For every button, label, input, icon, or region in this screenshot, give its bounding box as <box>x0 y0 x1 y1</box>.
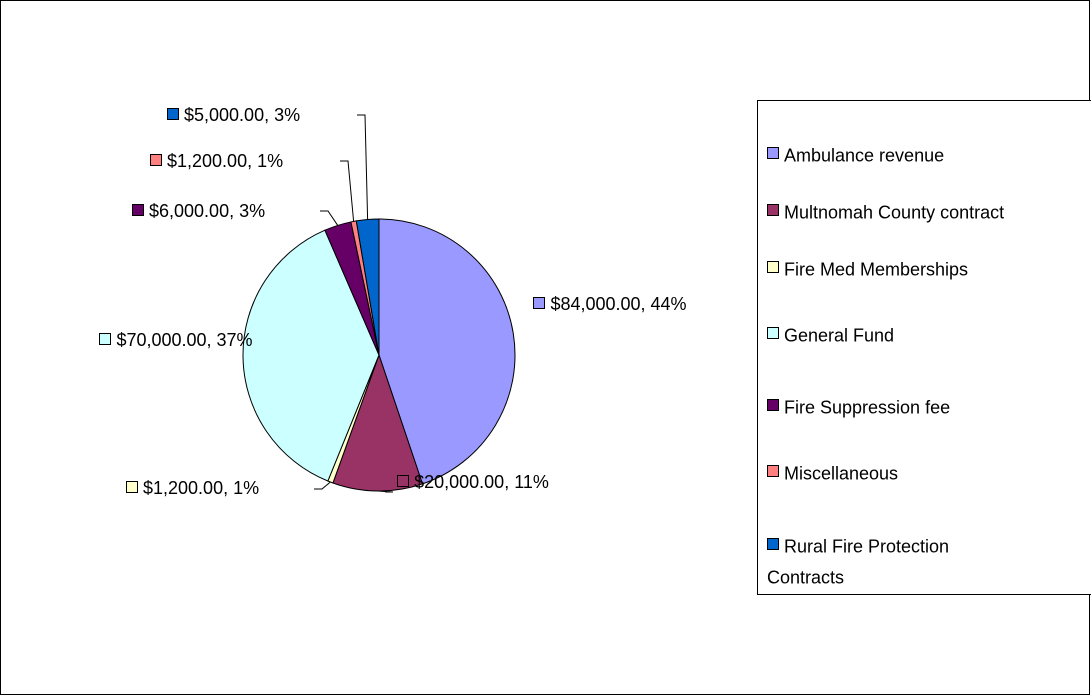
swatch <box>767 147 779 159</box>
legend-label: Multnomah County contract <box>784 202 1005 223</box>
swatch <box>132 204 144 216</box>
swatch <box>767 399 779 411</box>
swatch <box>767 538 779 550</box>
swatch <box>767 204 779 216</box>
data-label: $84,000.00, 44% <box>520 288 700 320</box>
data-label-text: $5,000.00, 3% <box>184 105 301 125</box>
legend-label: Fire Suppression fee <box>784 397 951 418</box>
pie-slice <box>242 229 380 482</box>
data-label: $1,200.00, 1% <box>150 145 283 177</box>
legend-label: Ambulance revenue <box>784 145 945 166</box>
data-label-text: $70,000.00, 37% <box>116 330 253 350</box>
legend-entry: General Fund <box>767 319 1087 350</box>
legend-label: Rural Fire Protection Contracts <box>767 536 950 588</box>
leader-line <box>320 210 339 226</box>
swatch <box>126 481 138 493</box>
legend-entry: Multnomah County contract <box>767 196 1087 227</box>
data-label-text: $1,200.00, 1% <box>143 478 260 498</box>
data-label: $6,000.00, 3% <box>132 195 265 227</box>
leader-line <box>340 160 355 222</box>
data-label-text: $20,000.00, 11% <box>414 472 549 492</box>
leader-line <box>377 490 394 493</box>
data-label-text: $1,200.00, 1% <box>167 151 284 171</box>
swatch <box>533 297 546 309</box>
data-label: $20,000.00, 11% <box>388 466 558 498</box>
legend-entry: Fire Suppression fee <box>767 391 1087 422</box>
pie-slice <box>378 218 516 485</box>
legend-entry: Rural Fire Protection Contracts <box>767 530 1017 593</box>
legend-label: General Fund <box>784 325 895 346</box>
legend-label: Fire Med Memberships <box>784 259 969 280</box>
data-label-text: $84,000.00, 44% <box>550 294 687 314</box>
data-label: $1,200.00, 1% <box>126 472 259 504</box>
data-label: $70,000.00, 37% <box>76 324 276 356</box>
swatch <box>767 465 779 477</box>
pie-slice <box>355 218 380 356</box>
data-label-text: $6,000.00, 3% <box>149 201 266 221</box>
legend-box <box>757 100 1091 595</box>
legend-label: Miscellaneous <box>784 463 899 484</box>
legend-entry: Fire Med Memberships <box>767 253 1087 284</box>
legend-entry: Miscellaneous <box>767 457 1087 488</box>
legend-entry: Ambulance revenue <box>767 139 1087 170</box>
swatch <box>767 261 779 273</box>
swatch <box>167 108 179 120</box>
swatch <box>99 333 112 345</box>
swatch <box>397 475 410 487</box>
data-label: $5,000.00, 3% <box>167 99 300 131</box>
swatch <box>150 154 162 166</box>
swatch <box>767 327 779 339</box>
leader-line <box>357 114 369 220</box>
leader-line <box>314 481 331 490</box>
